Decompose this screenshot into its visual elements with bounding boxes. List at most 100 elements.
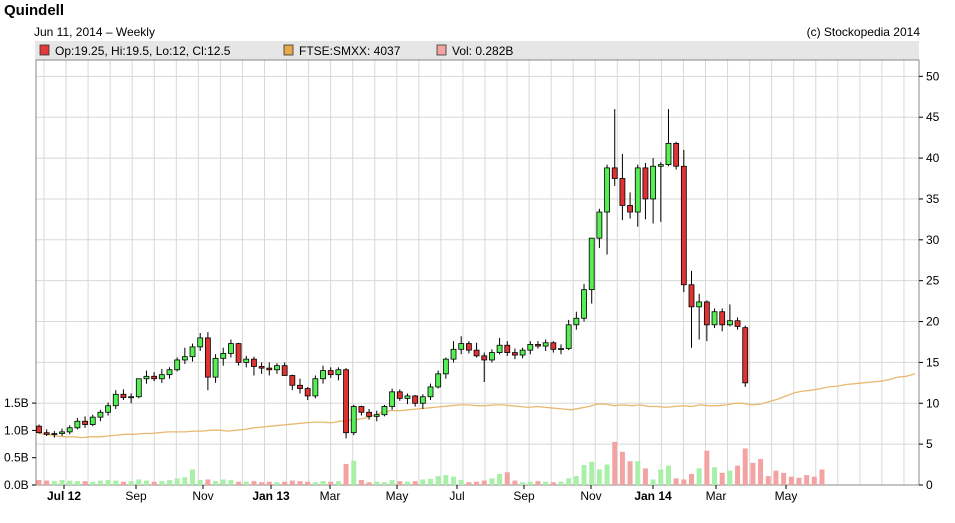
candle-body: [143, 375, 150, 380]
volume-bar: [727, 470, 733, 485]
volume-bar: [719, 472, 725, 485]
candle-body: [734, 320, 741, 327]
candle-body: [680, 165, 687, 286]
volume-bar: [466, 482, 472, 485]
volume-bar: [67, 480, 73, 485]
x-tick-label: Jul 12: [47, 489, 81, 503]
volume-bar: [328, 481, 334, 485]
volume-bar: [788, 476, 794, 485]
candle-body: [82, 420, 88, 425]
chart-subtitle: Jun 11, 2014 – Weekly: [34, 25, 155, 39]
y-tick-label: 0: [926, 478, 933, 492]
volume-bar: [90, 481, 96, 485]
candle-body: [258, 366, 265, 369]
candle-body: [427, 386, 434, 398]
candle-body: [36, 425, 42, 434]
candle-body: [389, 391, 396, 407]
y-tick-label: 25: [926, 274, 940, 288]
chart-axes: 0 5 10 15 20 25 30 35 40 45 50 0.0B 0.5B 1.0B 1.5B Jul …: [4, 69, 940, 503]
volume-bar: [213, 481, 219, 485]
candle-body: [665, 142, 672, 166]
candle-body: [120, 393, 127, 398]
x-tick-label: Jan 13: [252, 489, 290, 503]
volume-bar: [566, 478, 572, 485]
y-tick-label: 20: [926, 315, 940, 329]
candle-body: [128, 396, 135, 399]
volume-bar: [596, 469, 602, 485]
volume-bar: [251, 481, 257, 485]
candle-body: [366, 411, 372, 417]
volume-bar: [82, 481, 88, 485]
candle-body: [565, 324, 572, 349]
volume-tick-label: 1.5B: [4, 396, 29, 410]
candle-body: [412, 395, 419, 404]
volume-bar: [182, 477, 188, 485]
volume-bar: [305, 481, 311, 485]
plot-frame: [35, 59, 920, 486]
volume-bar: [742, 448, 748, 485]
volume-bar: [358, 480, 364, 485]
candle-body: [596, 211, 603, 239]
candle-body: [97, 411, 104, 418]
volume-bar: [397, 481, 403, 485]
volume-bar: [389, 480, 395, 485]
volume-bar: [274, 482, 280, 485]
volume-bar: [289, 480, 295, 485]
candle-body: [112, 393, 119, 407]
volume-bar: [128, 481, 134, 485]
x-tick-label: Nov: [580, 489, 601, 503]
candle-body: [212, 357, 219, 378]
volume-bar: [59, 480, 65, 485]
volume-bar: [97, 480, 103, 485]
x-tick-label: Sep: [125, 489, 147, 503]
candle-body: [588, 237, 595, 291]
candle-body: [719, 311, 726, 326]
volume-bar: [735, 465, 741, 485]
candle-body: [343, 369, 349, 434]
volume-bar: [420, 479, 426, 485]
x-tick-label: May: [386, 489, 409, 503]
candle-body: [297, 384, 303, 389]
candle-body: [642, 167, 649, 200]
y-tick-label: 15: [926, 355, 940, 369]
candle-body: [496, 344, 503, 353]
volume-bar: [497, 473, 503, 485]
volume-bar: [750, 462, 756, 485]
candle-body: [89, 416, 96, 425]
candle-body: [251, 358, 257, 367]
legend-price-label: Op:19.25, Hi:19.5, Lo:12, Cl:12.5: [55, 44, 231, 58]
candle-body: [512, 352, 518, 356]
candle-body: [158, 374, 165, 380]
candle-body: [59, 431, 65, 434]
candle-body: [266, 367, 273, 371]
x-tick-label: Sep: [513, 489, 535, 503]
volume-bar: [665, 465, 671, 485]
candle-body: [189, 346, 196, 358]
volume-tick-label: 1.0B: [4, 423, 29, 437]
volume-bar: [335, 481, 341, 485]
candle-body: [527, 344, 534, 351]
volume-tick-label: 0.5B: [4, 451, 29, 465]
x-tick-label: May: [775, 489, 798, 503]
candle-body: [435, 373, 442, 388]
volume-bar: [550, 482, 556, 485]
legend-index-label: FTSE:SMXX: 4037: [299, 44, 401, 58]
volume-bar: [650, 479, 656, 485]
candle-body: [228, 343, 234, 354]
volume-bar: [282, 481, 288, 485]
volume-bar: [489, 478, 495, 485]
volume-bar: [51, 481, 57, 485]
volume-bar: [159, 481, 165, 485]
volume-bar: [343, 463, 349, 485]
candle-body: [404, 395, 411, 399]
volume-bar: [113, 480, 119, 485]
volume-bar: [320, 481, 326, 485]
volume-bar: [205, 479, 211, 485]
candle-body: [66, 427, 73, 433]
volume-bar: [535, 481, 541, 485]
volume-bar: [404, 481, 410, 485]
volume-bar: [366, 482, 372, 485]
volume-bar: [689, 473, 694, 485]
volume-bar: [266, 481, 272, 485]
volume-bar: [520, 482, 526, 485]
